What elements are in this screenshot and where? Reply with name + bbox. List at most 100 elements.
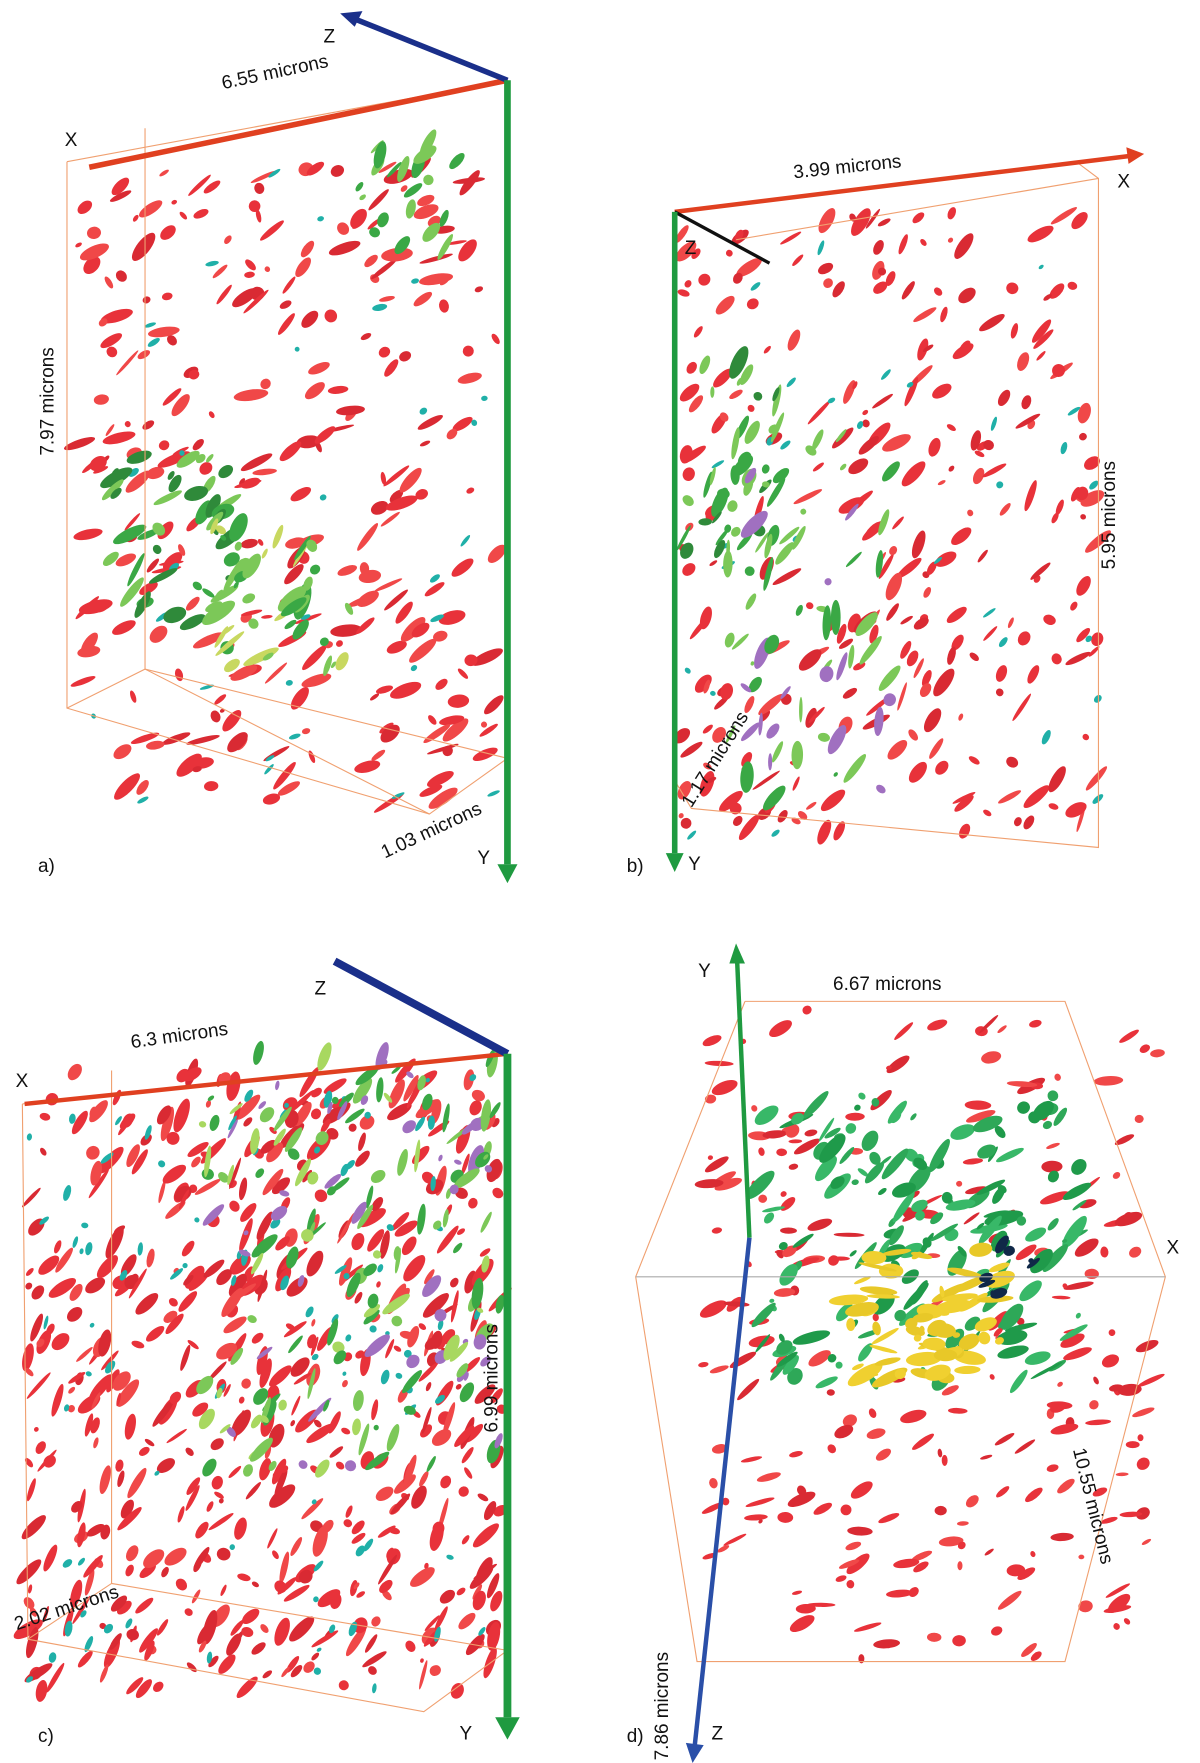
structure xyxy=(379,1230,390,1259)
structure xyxy=(792,776,800,791)
structure xyxy=(1014,817,1022,827)
structure xyxy=(378,161,397,173)
structure xyxy=(746,298,759,310)
structure xyxy=(113,1225,126,1234)
structure xyxy=(828,1294,869,1306)
structure xyxy=(954,795,974,812)
structure xyxy=(331,1096,339,1104)
structure xyxy=(776,1340,793,1355)
axis-label: Y xyxy=(698,961,711,982)
structure xyxy=(487,1621,501,1651)
structure xyxy=(919,1325,925,1333)
structure xyxy=(115,270,127,282)
structure xyxy=(828,1255,840,1266)
axis-label: Z xyxy=(315,979,327,1000)
structure xyxy=(29,1607,38,1617)
structure xyxy=(977,549,988,563)
structure xyxy=(480,721,488,728)
structure xyxy=(946,606,967,624)
structure xyxy=(724,632,735,648)
structure xyxy=(1025,1227,1047,1242)
structure xyxy=(762,481,770,488)
structure xyxy=(146,1248,155,1268)
structure xyxy=(223,1316,247,1334)
structure xyxy=(930,1212,944,1225)
structure xyxy=(433,1220,442,1230)
structure xyxy=(372,1250,382,1259)
structure xyxy=(427,771,454,788)
structure xyxy=(976,1179,1006,1195)
structure xyxy=(391,792,405,799)
structure xyxy=(947,646,956,665)
structure xyxy=(273,761,296,790)
structure xyxy=(795,604,803,616)
structure xyxy=(358,1423,370,1456)
structure xyxy=(878,1187,887,1196)
structure xyxy=(84,1413,94,1437)
structure xyxy=(778,1333,785,1343)
structure xyxy=(274,1468,288,1497)
rendered-structures xyxy=(13,129,1165,1702)
structure xyxy=(846,1580,855,1589)
structure xyxy=(207,1095,215,1101)
structure xyxy=(191,1589,201,1604)
axis-label: X xyxy=(16,1071,29,1092)
structure xyxy=(106,1369,120,1393)
structure xyxy=(337,565,358,576)
structure xyxy=(1101,1354,1120,1368)
structure xyxy=(751,1105,758,1112)
structure xyxy=(281,1465,289,1473)
structure xyxy=(284,1127,303,1152)
structure xyxy=(729,389,743,400)
structure xyxy=(956,1521,969,1526)
structure xyxy=(440,1475,452,1489)
structure xyxy=(882,461,900,482)
structure xyxy=(364,1634,378,1653)
structure xyxy=(892,1191,915,1223)
structure xyxy=(125,1618,133,1629)
structure xyxy=(403,1074,419,1102)
structure xyxy=(819,666,834,683)
structure xyxy=(262,1168,284,1196)
structure xyxy=(230,1619,244,1636)
structure xyxy=(113,524,147,545)
structure xyxy=(1024,480,1037,512)
structure xyxy=(253,1388,269,1405)
structure xyxy=(260,378,271,390)
structure xyxy=(804,1129,818,1137)
structure xyxy=(260,1415,269,1423)
structure xyxy=(210,585,239,603)
structure xyxy=(1089,1400,1099,1410)
structure xyxy=(290,1357,310,1377)
structure xyxy=(982,463,1007,478)
structure xyxy=(983,439,994,451)
structure xyxy=(1136,1507,1150,1520)
structure xyxy=(957,1541,966,1550)
structure xyxy=(1051,653,1062,665)
structure xyxy=(852,1363,864,1371)
structure xyxy=(345,1626,367,1657)
structure xyxy=(1062,1283,1068,1289)
bounding-box xyxy=(144,128,430,815)
structure xyxy=(211,1475,223,1490)
structure xyxy=(351,1201,367,1224)
structure xyxy=(744,420,760,444)
structure xyxy=(352,223,360,229)
structure xyxy=(750,282,761,291)
structure xyxy=(264,764,274,775)
dimension-label: 10.55 microns xyxy=(1068,1446,1117,1567)
structure xyxy=(822,605,832,641)
structure xyxy=(758,1194,768,1203)
structure xyxy=(805,445,817,456)
structure xyxy=(90,1160,102,1186)
structure xyxy=(406,1071,414,1079)
structure xyxy=(236,1094,261,1120)
structure xyxy=(1021,395,1032,410)
structure xyxy=(486,1158,502,1183)
structure xyxy=(923,587,932,598)
structure xyxy=(952,1635,966,1647)
structure xyxy=(1075,1312,1081,1319)
structure xyxy=(245,259,256,271)
structure xyxy=(337,222,350,235)
